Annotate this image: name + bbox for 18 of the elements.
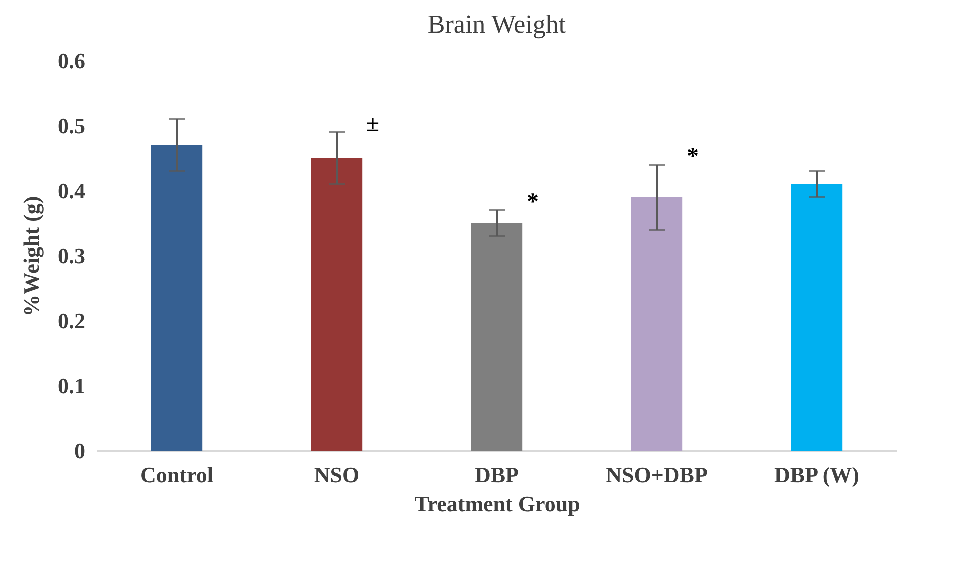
y-tick-label: 0.2 [58, 308, 86, 334]
chart-title: Brain Weight [428, 10, 567, 39]
x-axis-title: Treatment Group [414, 492, 580, 516]
y-tick-label: 0.5 [58, 114, 86, 138]
y-tick-label: 0.3 [58, 244, 86, 268]
annotation: * [527, 190, 539, 216]
y-tick-label: 0.6 [58, 48, 86, 74]
y-tick-label: 0.1 [58, 374, 86, 398]
x-tick-label: DBP (W) [774, 462, 860, 488]
annotation: ± [366, 112, 380, 138]
y-tick-label: 0 [74, 438, 86, 464]
x-tick-label: NSO+DBP [606, 462, 708, 488]
x-tick-label: Control [140, 462, 214, 488]
y-tick-label: 0.4 [58, 178, 86, 204]
x-tick-label: DBP [475, 462, 519, 488]
y-axis-title: %Weight (g) [19, 196, 44, 317]
annotation: * [687, 144, 699, 170]
x-tick-label: NSO [314, 462, 360, 488]
